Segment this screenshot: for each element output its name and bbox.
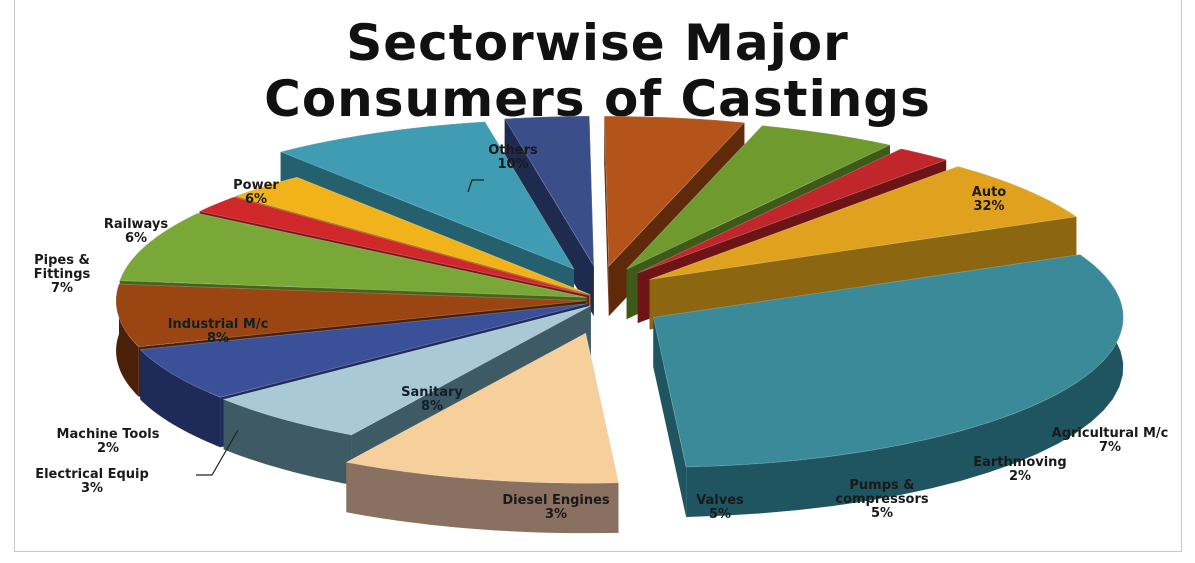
slice-sanitary (279, 121, 575, 270)
slice-label-earthmoving: Earthmoving 2% (973, 455, 1067, 484)
pie-label-layer: Auto 32% Agricultural M/c 7%Earthmoving 2% Pu… (34, 143, 1169, 522)
slice-label-diesel-engines: Diesel Engines 3% (502, 493, 610, 522)
slice-value-earthmoving: 2% (1009, 469, 1031, 484)
slice-label-railways: Railways 6% (104, 217, 169, 246)
slice-electrical-equip (234, 176, 591, 295)
slice-label-machine-tools: Machine Tools 2% (57, 427, 160, 456)
slice-label-sanitary: Sanitary 8% (401, 385, 463, 414)
slice-label-industrial-m-c: Industrial M/c 8% (168, 317, 269, 346)
slice-label-pipes-fittings: Pipes & Fittings 7% (34, 253, 91, 296)
slice-value-pipes-fittings: 7% (51, 281, 73, 296)
slice-earthmoving (637, 148, 948, 274)
slice-label-agricultural-m-c: Agricultural M/c 7% (1052, 426, 1169, 455)
slice-agricultural-m-c (649, 165, 1078, 280)
slice-value-railways: 6% (125, 231, 147, 246)
slice-side-others (346, 462, 619, 534)
slice-value-power: 6% (245, 192, 267, 207)
slice-value-pumps-compressors: 5% (871, 506, 893, 521)
chart-title-line-2: Consumers of Castings (264, 70, 931, 128)
slice-cut-auto-0 (653, 317, 687, 518)
slice-value-agricultural-m-c: 7% (1099, 440, 1121, 455)
leader-line-others (467, 179, 484, 193)
slice-diesel-engines (504, 115, 595, 268)
slice-value-diesel-engines: 3% (545, 507, 567, 522)
slice-value-sanitary: 8% (421, 399, 443, 414)
slice-label-others: Others 10% (488, 143, 538, 172)
slice-cut-agricultural-m-c-0 (649, 216, 1077, 330)
slice-pipes-fittings (115, 283, 587, 348)
slice-industrial-m-c (119, 212, 587, 298)
slice-pumps-compressors (626, 125, 892, 270)
slice-value-valves: 5% (709, 507, 731, 522)
slice-label-electrical-equip: Electrical Equip 3% (35, 467, 149, 496)
pie-top-layer (115, 115, 1124, 484)
chart-frame (14, 0, 1182, 552)
slice-label-valves: Valves 5% (696, 493, 744, 522)
slice-side-auto (686, 254, 1124, 518)
slice-label-pumps-compressors: Pumps & compressors 5% (835, 478, 929, 521)
chart-title-line-1: Sectorwise Major (346, 14, 849, 72)
slice-cut-valves-1 (604, 116, 609, 317)
slice-power (222, 305, 592, 436)
slice-label-auto: Auto 32% (972, 185, 1007, 214)
slice-others (345, 332, 620, 484)
slice-value-others: 10% (497, 157, 528, 172)
slice-railways (139, 303, 588, 398)
slice-value-auto: 32% (973, 199, 1004, 214)
slice-value-machine-tools: 2% (97, 441, 119, 456)
slice-value-industrial-m-c: 8% (207, 331, 229, 346)
slice-auto (652, 254, 1124, 468)
slice-side-pipes-fittings (116, 284, 139, 397)
leader-line-electrical-equip (196, 429, 239, 476)
slice-label-power: Power 6% (233, 178, 279, 207)
slice-value-electrical-equip: 3% (81, 481, 103, 496)
slice-valves (603, 115, 746, 268)
slice-machine-tools (198, 196, 590, 296)
